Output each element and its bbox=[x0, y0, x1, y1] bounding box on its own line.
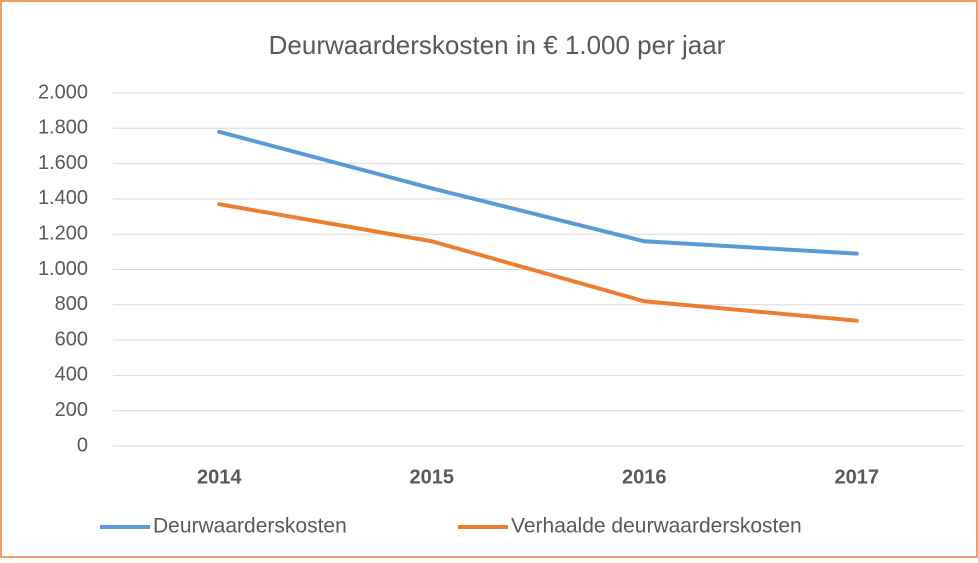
x-tick-label: 2014 bbox=[197, 466, 242, 488]
y-tick-label: 800 bbox=[55, 293, 88, 315]
line-series bbox=[217, 202, 859, 323]
line-series bbox=[217, 129, 859, 256]
y-tick-label: 1.800 bbox=[38, 117, 88, 139]
y-tick-label: 1.400 bbox=[38, 187, 88, 209]
y-tick-label: 200 bbox=[55, 399, 88, 421]
y-tick-label: 0 bbox=[77, 434, 88, 456]
y-tick-label: 600 bbox=[55, 328, 88, 350]
y-tick-label: 1.600 bbox=[38, 152, 88, 174]
x-tick-label: 2015 bbox=[410, 466, 455, 488]
chart-title: Deurwaarderskosten in € 1.000 per jaar bbox=[269, 30, 726, 60]
y-tick-label: 2.000 bbox=[38, 81, 88, 103]
y-tick-label: 1.200 bbox=[38, 222, 88, 244]
y-tick-label: 400 bbox=[55, 364, 88, 386]
x-tick-label: 2017 bbox=[835, 466, 880, 488]
y-tick-label: 1.000 bbox=[38, 258, 88, 280]
legend-label: Deurwaarderskosten bbox=[153, 515, 347, 538]
x-tick-label: 2016 bbox=[622, 466, 667, 488]
legend-label: Verhaalde deurwaarderskosten bbox=[511, 515, 802, 538]
